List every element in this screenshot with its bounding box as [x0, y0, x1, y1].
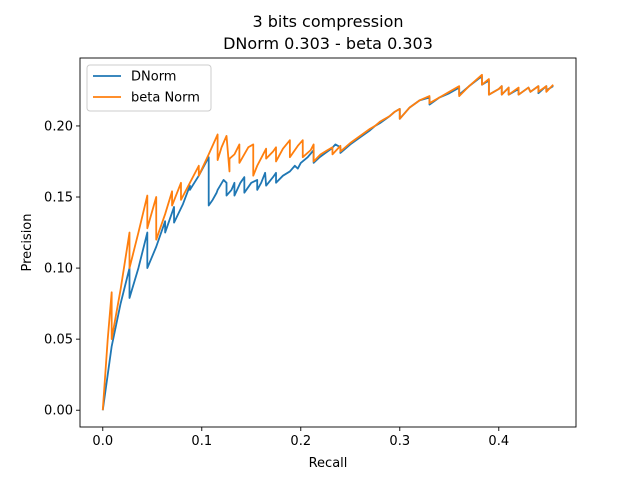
ticks-layer: 0.0 0.1 0.2 0.3 0.4 0.00 0.05 0.10 0.15 0.20: [44, 119, 509, 449]
x-tick-label: 0.0: [92, 434, 113, 449]
x-tick-label: 0.3: [389, 434, 410, 449]
x-tick-label: 0.1: [191, 434, 212, 449]
chart-subtitle: DNorm 0.303 - beta 0.303: [223, 34, 433, 53]
x-tick-label: 0.2: [290, 434, 311, 449]
y-tick-label: 0.05: [44, 333, 73, 348]
y-axis-label: Precision: [20, 213, 35, 271]
chart-title: 3 bits compression: [252, 12, 403, 31]
y-tick-label: 0.00: [44, 404, 73, 419]
y-tick-label: 0.20: [44, 119, 73, 134]
x-tick-label: 0.4: [488, 434, 509, 449]
y-tick-label: 0.10: [44, 262, 73, 277]
series-line-beta-norm: [101, 73, 554, 411]
legend-label-dnorm: DNorm: [131, 70, 176, 85]
legend: DNorm beta Norm: [86, 64, 212, 112]
plot-frame: [79, 57, 577, 428]
y-tick-label: 0.15: [44, 191, 73, 206]
legend-label-beta-norm: beta Norm: [131, 91, 200, 106]
series-layer: [101, 73, 554, 411]
x-axis-label: Recall: [309, 456, 348, 471]
